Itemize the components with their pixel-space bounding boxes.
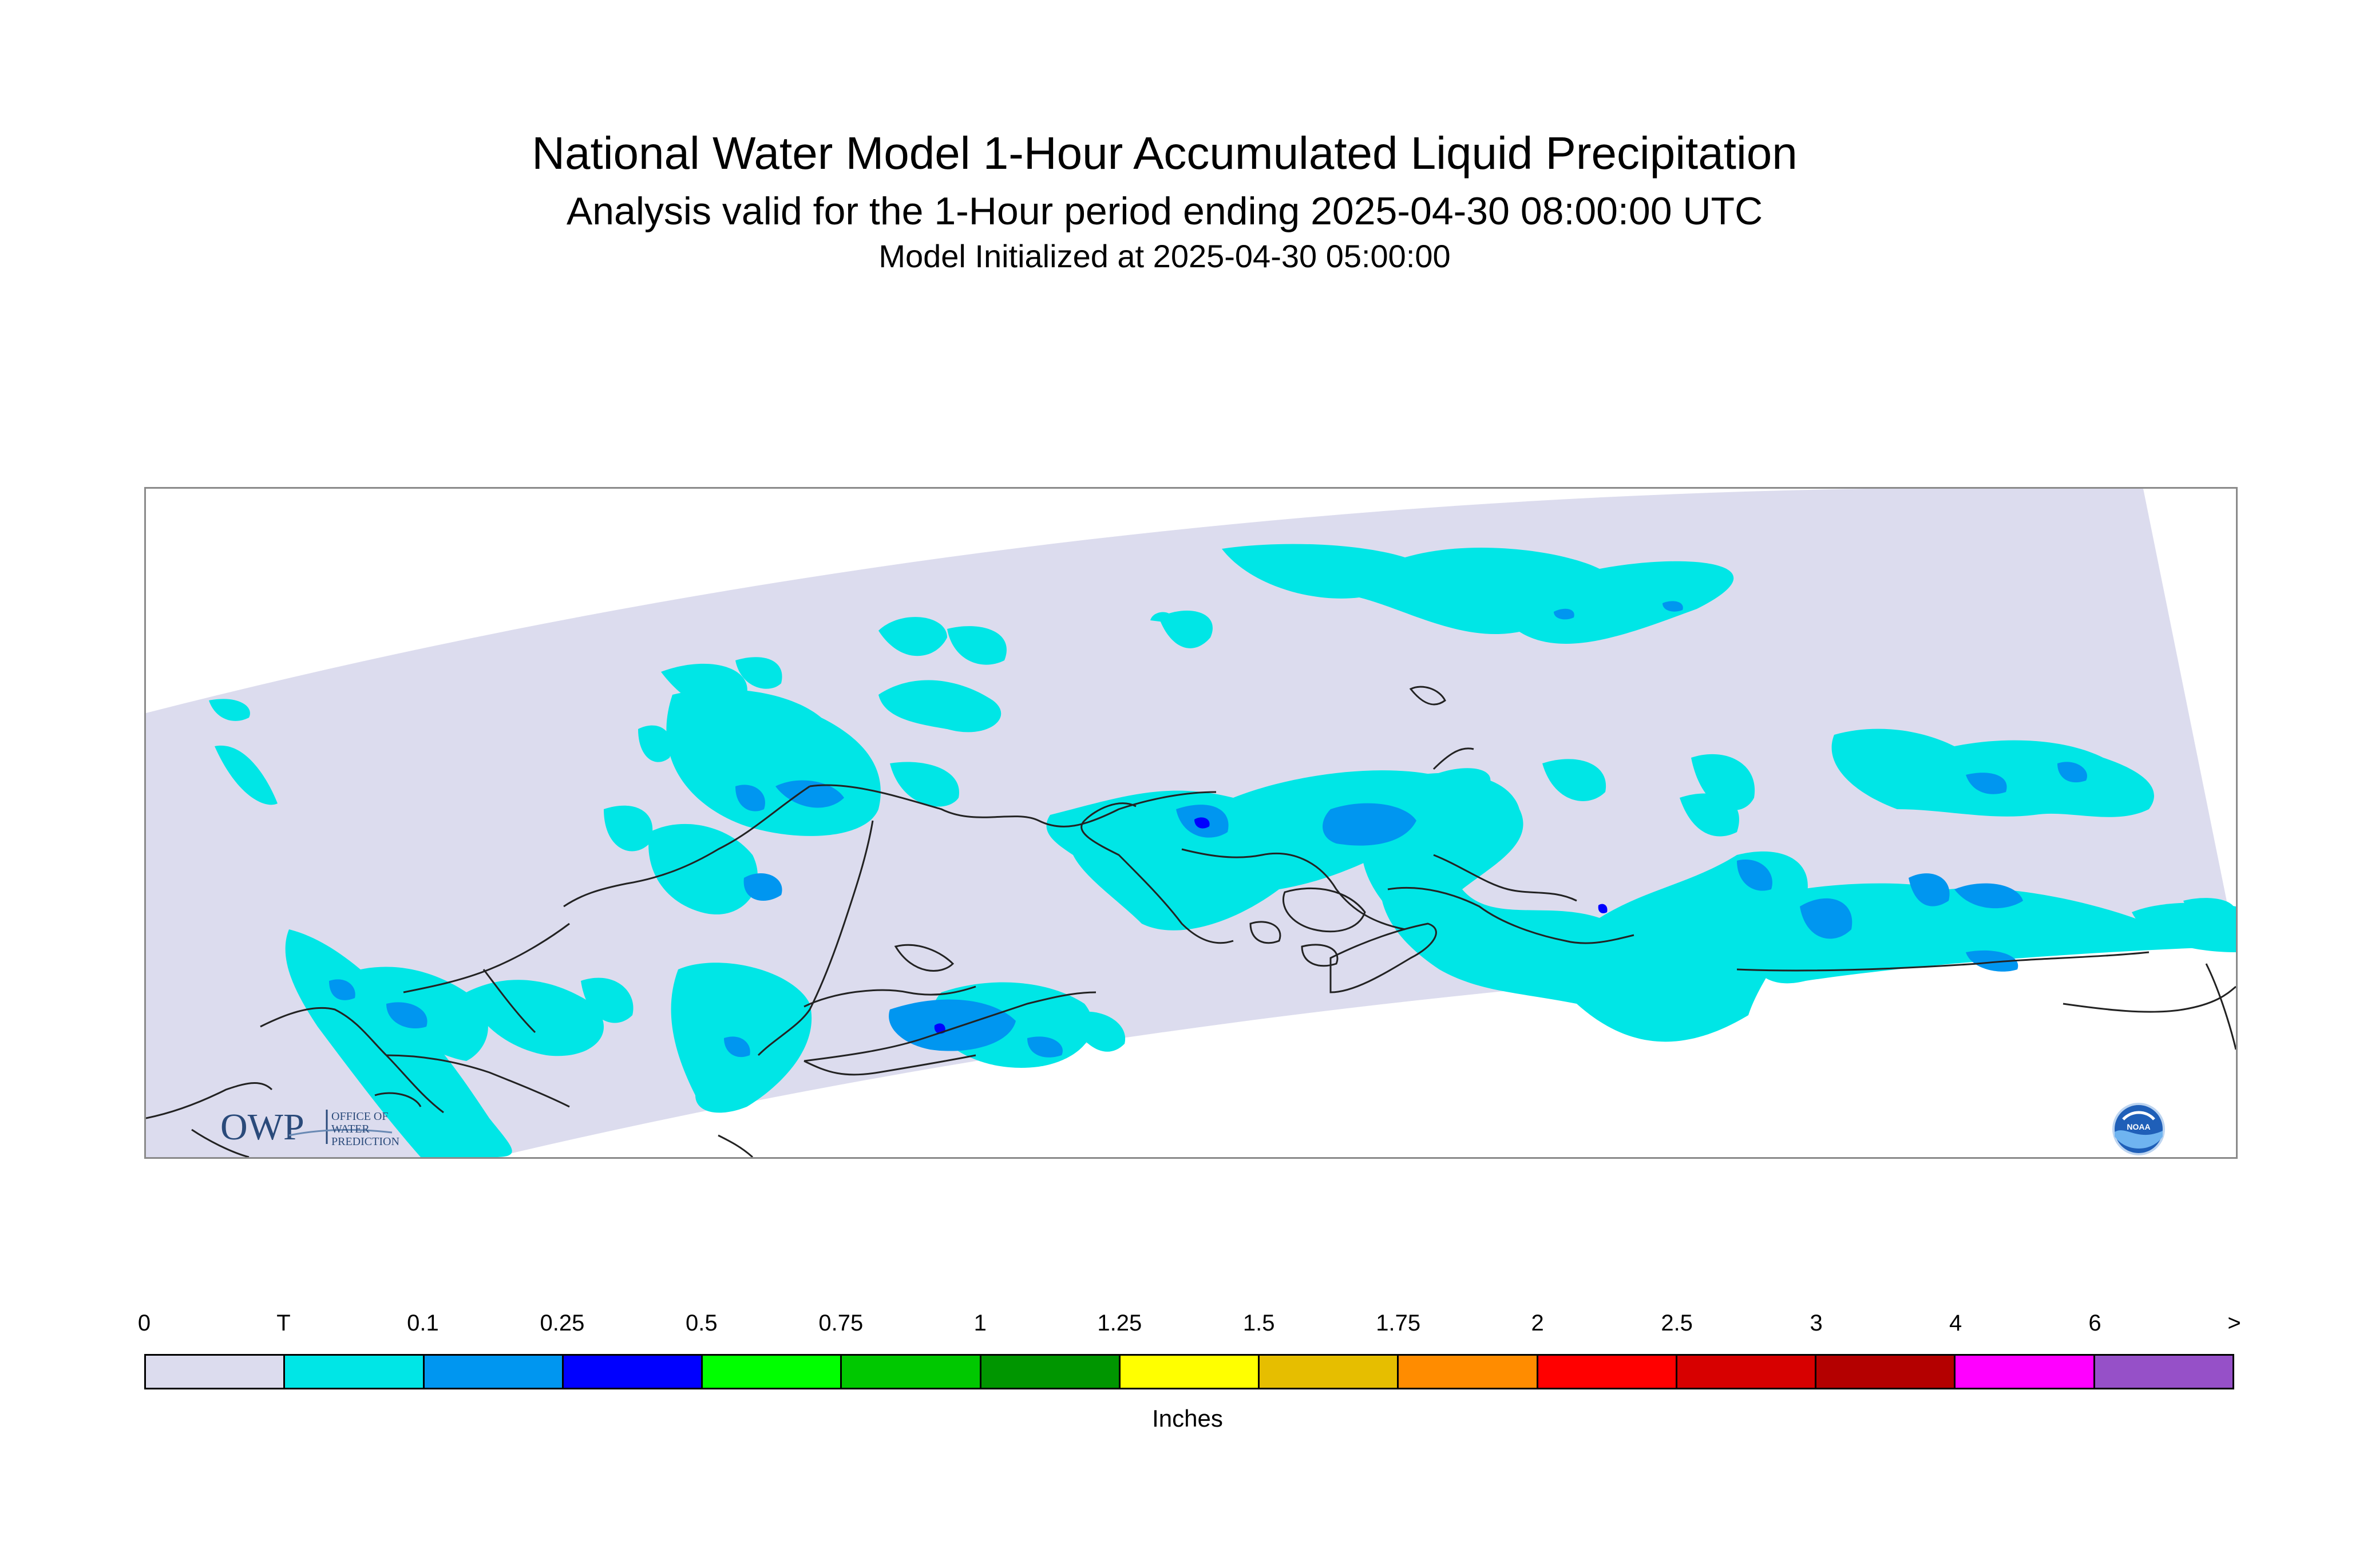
legend-swatch [981,1356,1121,1388]
owp-logo-graphic: OWP OFFICE OF WATER PREDICTION [220,1106,399,1148]
legend-swatch [285,1356,425,1388]
legend-tick-label: > [2227,1310,2241,1336]
owp-logo-text-2: WATER [331,1123,370,1135]
map-subtitle: Analysis valid for the 1-Hour period end… [566,189,1763,233]
legend-swatch [424,1356,564,1388]
map-title: National Water Model 1-Hour Accumulated … [532,128,1798,179]
legend-tick-label: 3 [1810,1310,1823,1336]
legend-tick-label: 2 [1531,1310,1544,1336]
legend-swatch [1956,1356,2095,1388]
owp-logo-text-3: PREDICTION [331,1135,399,1148]
noaa-logo: NOAA [2112,1102,2166,1156]
noaa-logo-text: NOAA [2127,1122,2150,1131]
legend-swatch [703,1356,842,1388]
legend-tick-label: 1.25 [1097,1310,1142,1336]
owp-logo: OWP OFFICE OF WATER PREDICTION [220,1104,449,1150]
owp-logo-text-1: OFFICE OF [331,1110,388,1123]
legend-tick-label: 4 [1949,1310,1962,1336]
legend-tick-label: 0.25 [540,1310,585,1336]
legend-tick-label: 0.5 [686,1310,718,1336]
legend-tick-label: 0.1 [407,1310,439,1336]
legend-swatch [146,1356,286,1388]
legend-swatch [1538,1356,1677,1388]
legend-swatch [1677,1356,1817,1388]
noaa-logo-graphic: NOAA [2112,1103,2165,1155]
legend-tick-label: 0 [137,1310,151,1336]
legend-swatch [1260,1356,1399,1388]
precipitation-map: OWP OFFICE OF WATER PREDICTION NOAA [144,487,2238,1159]
legend-swatch [1399,1356,1538,1388]
owp-logo-letters: OWP [220,1106,304,1148]
legend-tick-label: 1.75 [1376,1310,1421,1336]
legend-tick-label: 0.75 [818,1310,864,1336]
legend-swatch [563,1356,703,1388]
legend-tick-label: 6 [2088,1310,2101,1336]
legend-swatch [1120,1356,1260,1388]
legend-tick-label: 1.5 [1242,1310,1275,1336]
model-init-text: Model Initialized at 2025-04-30 05:00:00 [878,238,1451,274]
legend-color-bar [144,1354,2234,1389]
legend-tick-label: T [276,1310,291,1336]
legend-tick-label: 1 [973,1310,987,1336]
legend-swatch [1816,1356,1956,1388]
coastlines [146,686,2236,1157]
precipitation-legend: 0 T 0.1 0.25 0.5 0.75 1 1.25 1.5 1.75 2 2.5 3 4 6 > [138,1310,2241,1413]
legend-swatch [842,1356,981,1388]
legend-tick-label: 2.5 [1661,1310,1693,1336]
map-canvas [146,489,2236,1157]
legend-swatch [2095,1356,2232,1388]
legend-units-label: Inches [1152,1405,1223,1432]
